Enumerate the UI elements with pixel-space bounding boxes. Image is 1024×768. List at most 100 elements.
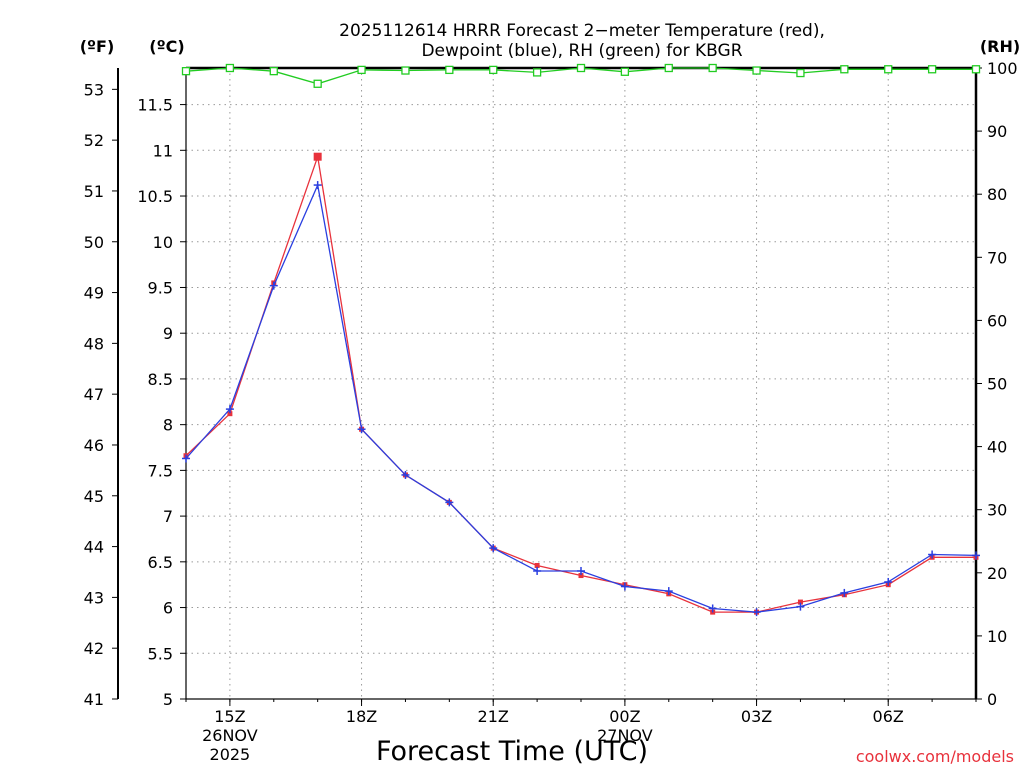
rh-point — [708, 63, 717, 73]
fahrenheit-tick-label: 41 — [84, 690, 104, 709]
rh-tick-label: 90 — [987, 122, 1007, 141]
temperature-point — [534, 562, 540, 568]
celsius-tick-label: 8.5 — [148, 370, 173, 389]
dewpoint-point — [577, 566, 585, 575]
chart-title-line2: Dewpoint (blue), RH (green) for KBGR — [421, 41, 742, 61]
grid-lines — [186, 68, 976, 700]
celsius-tick-label: 7.5 — [148, 461, 173, 480]
celsius-unit-label: (ºC) — [149, 37, 184, 56]
x-date-label: 27NOV — [597, 726, 653, 745]
fahrenheit-tick-label: 47 — [84, 385, 104, 404]
celsius-tick-label: 8 — [163, 416, 173, 435]
fahrenheit-tick-label: 42 — [84, 639, 104, 658]
dewpoint-point — [752, 608, 761, 617]
dewpoint-point — [489, 544, 498, 553]
dewpoint-point — [182, 454, 190, 463]
dewpoint-point — [313, 181, 322, 190]
rh-point — [927, 65, 937, 74]
x-tick-label: 15Z — [214, 707, 245, 726]
dewpoint-point — [708, 604, 717, 613]
fahrenheit-tick-label: 45 — [84, 487, 104, 506]
fahrenheit-tick-label: 43 — [84, 588, 104, 607]
rh-tick-label: 100 — [987, 59, 1018, 78]
rh-point — [445, 65, 454, 75]
rh-tick-label: 0 — [987, 690, 997, 709]
rh-tick-label: 50 — [987, 375, 1007, 394]
celsius-tick-label: 6.5 — [148, 553, 173, 572]
x-axis-title: Forecast Time (UTC) — [376, 736, 648, 767]
x-year-label: 2025 — [210, 745, 251, 764]
fahrenheit-tick-label: 44 — [84, 538, 104, 557]
dewpoint-point — [225, 405, 234, 414]
rh-point — [840, 65, 849, 74]
x-tick-label: 00Z — [609, 707, 640, 726]
temperature-point — [313, 152, 322, 161]
dewpoint-point — [533, 566, 542, 575]
dewpoint-point — [620, 582, 629, 591]
rh-point — [225, 63, 235, 73]
temperature-point — [578, 573, 584, 579]
fahrenheit-tick-label: 50 — [84, 233, 104, 252]
rh-point — [269, 67, 278, 76]
rh-point — [752, 66, 761, 75]
rh-point — [884, 65, 893, 74]
x-tick-label: 18Z — [346, 707, 377, 726]
x-tick-label: 21Z — [478, 707, 509, 726]
fahrenheit-tick-label: 48 — [84, 334, 104, 353]
rh-point — [620, 67, 630, 76]
celsius-tick-label: 10.5 — [137, 187, 173, 206]
dewpoint-point — [357, 425, 366, 434]
celsius-tick-label: 9.5 — [148, 278, 173, 297]
rh-tick-label: 80 — [987, 185, 1007, 204]
dewpoint-point — [445, 498, 454, 507]
celsius-tick-label: 9 — [163, 324, 173, 343]
dewpoint-point — [840, 588, 849, 597]
series-rh — [181, 63, 981, 88]
rh-point — [401, 66, 410, 75]
celsius-tick-label: 11 — [153, 141, 173, 160]
celsius-tick-label: 10 — [153, 233, 173, 252]
rh-tick-label: 70 — [987, 248, 1007, 267]
rh-unit-label: (RH) — [980, 37, 1020, 56]
rh-tick-label: 40 — [987, 438, 1007, 457]
celsius-tick-label: 7 — [163, 507, 173, 526]
fahrenheit-tick-label: 51 — [84, 182, 104, 201]
rh-tick-label: 30 — [987, 501, 1007, 520]
celsius-tick-label: 5 — [163, 690, 173, 709]
series-layer — [181, 63, 981, 617]
plot-frame — [185, 67, 977, 700]
temperature-point — [797, 599, 803, 605]
celsius-tick-label: 11.5 — [137, 96, 173, 115]
rh-point — [971, 65, 981, 74]
rh-point — [489, 65, 498, 75]
fahrenheit-tick-label: 49 — [84, 284, 104, 303]
rh-tick-label: 10 — [987, 627, 1007, 646]
dewpoint-point — [401, 470, 410, 479]
fahrenheit-tick-label: 46 — [84, 436, 104, 455]
dewpoint-point — [928, 550, 937, 559]
chart-title-line1: 2025112614 HRRR Forecast 2−meter Tempera… — [339, 21, 825, 41]
x-date-label: 26NOV — [202, 726, 258, 745]
dewpoint-point — [269, 281, 278, 290]
fahrenheit-tick-label: 52 — [84, 131, 104, 150]
rh-point — [181, 67, 191, 76]
rh-point — [357, 65, 366, 75]
x-tick-label: 03Z — [741, 707, 772, 726]
fahrenheit-tick-label: 53 — [84, 80, 104, 99]
celsius-tick-label: 6 — [163, 599, 173, 618]
rh-tick-label: 60 — [987, 311, 1007, 330]
fahrenheit-unit-label: (ºF) — [80, 37, 115, 56]
dewpoint-point — [884, 577, 893, 586]
credit-text[interactable]: coolwx.com/models — [856, 747, 1014, 766]
dewpoint-point — [972, 551, 980, 560]
dewpoint-point — [664, 587, 673, 596]
axes: 5 5.5 6 6.5 7 7.5 8 8.5 9 9.5 10 10.5 11 11.5 41 42 43 44… — [84, 59, 1018, 764]
rh-point — [796, 68, 805, 78]
rh-point — [576, 63, 586, 73]
series-dewpoint — [182, 181, 980, 617]
rh-point — [313, 79, 322, 88]
rh-tick-label: 20 — [987, 564, 1007, 583]
series-line-dewpoint — [185, 182, 977, 613]
rh-point — [664, 63, 673, 73]
